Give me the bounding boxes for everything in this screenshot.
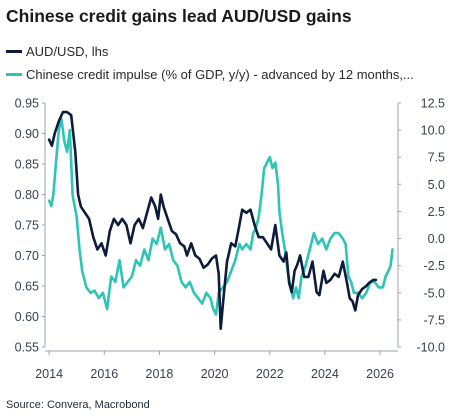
x-tick-label: 2014 bbox=[35, 367, 63, 381]
right-tick-label: -10.0 bbox=[417, 341, 446, 355]
legend-swatch-audusd bbox=[6, 50, 22, 54]
legend-swatch-credit-impulse bbox=[6, 73, 22, 77]
x-tick-label: 2018 bbox=[146, 367, 174, 381]
x-tick-label: 2022 bbox=[256, 367, 284, 381]
right-tick-label: 5.0 bbox=[428, 178, 445, 192]
left-tick-label: 0.80 bbox=[15, 188, 39, 202]
legend-item-credit-impulse: Chinese credit impulse (% of GDP, y/y) -… bbox=[6, 67, 446, 82]
legend-label-credit-impulse: Chinese credit impulse (% of GDP, y/y) -… bbox=[26, 67, 414, 82]
left-tick-label: 0.65 bbox=[15, 280, 39, 294]
left-tick-label: 0.70 bbox=[15, 249, 39, 263]
left-tick-label: 0.95 bbox=[15, 97, 39, 111]
credit-impulse-line bbox=[47, 118, 394, 316]
x-tick-label: 2020 bbox=[201, 367, 229, 381]
right-tick-label: 2.5 bbox=[428, 205, 445, 219]
left-tick-label: 0.90 bbox=[15, 127, 39, 141]
left-tick-label: 0.55 bbox=[15, 341, 39, 355]
left-tick-label: 0.75 bbox=[15, 219, 39, 233]
chart-title: Chinese credit gains lead AUD/USD gains bbox=[6, 6, 352, 26]
series-lines bbox=[47, 110, 394, 330]
x-tick-label: 2024 bbox=[311, 367, 339, 381]
right-tick-label: 12.5 bbox=[421, 97, 445, 111]
axes: 0.55 0.60 0.65 0.70 0.75 0.80 0.85 0.90 0.95 -10.… bbox=[15, 97, 445, 382]
right-tick-label: 0.0 bbox=[428, 232, 445, 246]
right-tick-label: -2.5 bbox=[423, 259, 445, 273]
right-tick-label: -5.0 bbox=[423, 286, 445, 300]
legend-label-audusd: AUD/USD, lhs bbox=[26, 44, 109, 59]
audusd-line bbox=[47, 110, 378, 330]
left-tick-label: 0.85 bbox=[15, 158, 39, 172]
x-tick-label: 2026 bbox=[366, 367, 394, 381]
left-tick-label: 0.60 bbox=[15, 310, 39, 324]
right-tick-label: -7.5 bbox=[423, 313, 445, 327]
right-tick-label: 10.0 bbox=[421, 124, 445, 138]
source-note: Source: Convera, Macrobond bbox=[6, 399, 150, 411]
right-tick-label: 7.5 bbox=[428, 151, 445, 165]
x-tick-label: 2016 bbox=[90, 367, 118, 381]
legend-item-audusd: AUD/USD, lhs bbox=[6, 44, 446, 59]
